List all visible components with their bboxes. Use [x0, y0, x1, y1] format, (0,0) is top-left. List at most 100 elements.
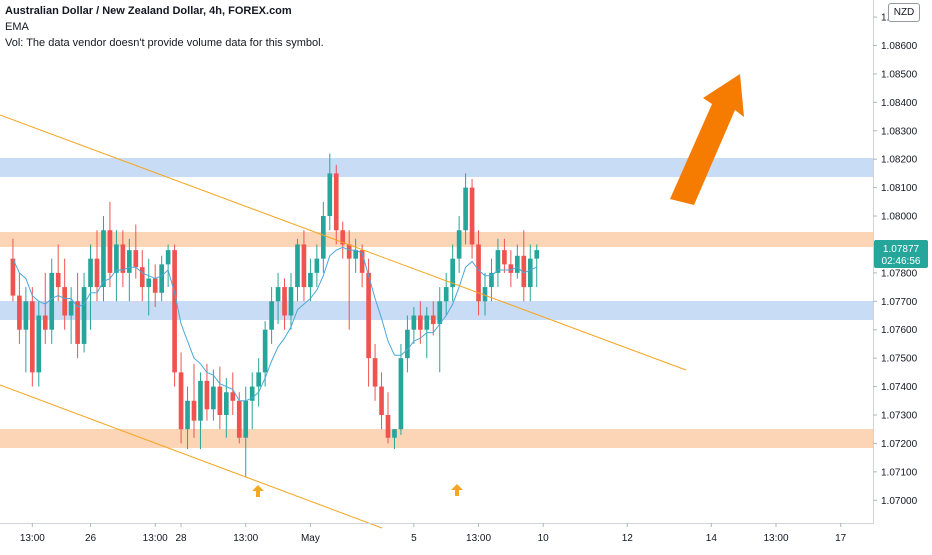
time-tick-label: 13:00: [466, 533, 491, 544]
candle-body: [191, 400, 197, 421]
candle-body: [249, 386, 255, 401]
candle-body: [314, 258, 320, 273]
candle-body: [508, 264, 514, 273]
price-tick-label: 1.07400: [881, 382, 918, 393]
candle-body: [36, 315, 42, 373]
candle-body: [534, 250, 540, 259]
price-tick-label: 1.07300: [881, 410, 918, 421]
price-tick-label: 1.08200: [881, 155, 918, 166]
candle-body: [450, 258, 455, 288]
candle-body: [527, 258, 533, 288]
candle-body: [101, 230, 106, 288]
candle-body: [107, 230, 113, 273]
candle-body: [88, 258, 93, 288]
candle-body: [224, 392, 229, 415]
time-tick-label: 5: [411, 533, 417, 544]
candle-body: [185, 400, 190, 430]
candle-body: [385, 414, 391, 438]
candle-body: [469, 187, 475, 245]
candle-body: [443, 287, 449, 302]
price-tick-label: 1.08300: [881, 126, 918, 137]
candle-body: [217, 386, 223, 415]
candle-body: [327, 173, 333, 217]
candle-body: [75, 301, 80, 344]
candle-body: [321, 216, 326, 259]
volume-note: Vol: The data vendor doesn't provide vol…: [5, 37, 324, 49]
candle-body: [359, 250, 365, 273]
time-tick-label: 28: [176, 533, 188, 544]
price-tick-label: 1.07000: [881, 496, 918, 507]
time-axis[interactable]: 13:00 26 13:00 28 13:00 May 5 13:00 10 12 14 13:00 1…: [20, 523, 847, 544]
price-tick-label: 1.08400: [881, 98, 918, 109]
candle-body: [275, 287, 281, 302]
support-zone-orange: [0, 429, 873, 448]
candle-body: [295, 244, 300, 288]
currency-badge[interactable]: NZD: [888, 3, 920, 22]
candle-body: [81, 287, 87, 344]
price-tick-label: 1.08500: [881, 69, 918, 80]
candle-body: [152, 278, 158, 293]
indicator-label[interactable]: EMA: [5, 21, 29, 33]
candle-body: [23, 301, 29, 330]
candle-body: [262, 329, 268, 373]
candle-body: [424, 315, 430, 330]
time-tick-label: 10: [538, 533, 550, 544]
candle-body: [463, 187, 468, 231]
candle-body: [230, 392, 236, 401]
candle-body: [127, 250, 132, 273]
candle-body: [366, 272, 371, 359]
bar-countdown: 02:46:56: [882, 256, 921, 267]
candle-body: [159, 264, 164, 293]
up-arrow-icon: [252, 485, 264, 497]
up-arrow-icon: [451, 484, 463, 496]
candle-body: [392, 429, 397, 438]
candle-body: [333, 173, 339, 231]
candle-body: [301, 244, 307, 288]
candle-body: [236, 400, 242, 438]
time-tick-label: 13:00: [143, 533, 168, 544]
candle-body: [372, 358, 378, 387]
candle-body: [340, 230, 346, 245]
time-tick-label: 13:00: [763, 533, 788, 544]
candle-body: [482, 287, 488, 302]
candle-body: [521, 255, 527, 288]
time-tick-label: May: [301, 533, 320, 544]
time-tick-label: 17: [835, 533, 847, 544]
time-tick-label: 14: [706, 533, 718, 544]
candle-body: [476, 244, 481, 302]
price-tick-label: 1.08100: [881, 183, 918, 194]
candle-body: [437, 301, 443, 325]
price-tick-label: 1.07200: [881, 439, 918, 450]
time-tick-label: 12: [622, 533, 634, 544]
candle-body: [10, 258, 16, 296]
candle-body: [68, 301, 74, 316]
candle-body: [243, 400, 249, 438]
candle-body: [165, 250, 171, 265]
candle-body: [502, 250, 507, 265]
candle-body: [456, 230, 462, 259]
candle-body: [515, 255, 520, 273]
time-tick-label: 26: [85, 533, 97, 544]
price-tick-label: 1.07500: [881, 354, 918, 365]
candle-body: [256, 372, 261, 387]
candle-body: [178, 372, 184, 430]
candle-body: [288, 287, 294, 316]
price-tick-label: 1.07100: [881, 467, 918, 478]
resistance-zone-orange: [0, 232, 873, 247]
price-tick-label: 1.07800: [881, 268, 918, 279]
candle-body: [489, 272, 494, 288]
candle-body: [398, 358, 404, 430]
support-zone: [0, 301, 873, 320]
symbol-title: Australian Dollar / New Zealand Dollar, …: [5, 5, 292, 17]
bullish-arrow-icon: [670, 74, 744, 205]
lower-trendline: [0, 384, 383, 529]
last-price: 1.07877: [883, 244, 920, 255]
candle-body: [172, 250, 177, 373]
candle-body: [139, 267, 145, 288]
candle-body: [353, 250, 358, 259]
candle-body: [379, 386, 384, 415]
candle-body: [211, 386, 216, 410]
candle-body: [62, 287, 67, 316]
